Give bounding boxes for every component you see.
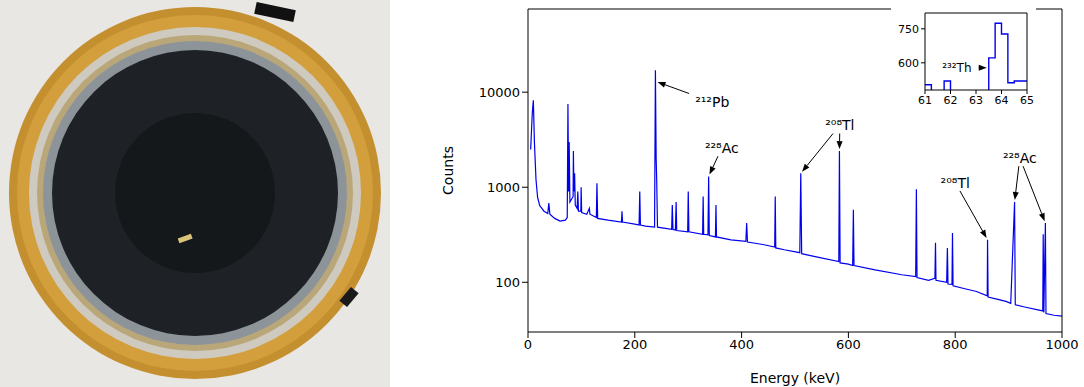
svg-text:²²⁸Ac: ²²⁸Ac bbox=[705, 140, 739, 156]
svg-text:64: 64 bbox=[995, 94, 1009, 107]
svg-text:Energy (keV): Energy (keV) bbox=[750, 370, 840, 386]
svg-text:²¹²Pb: ²¹²Pb bbox=[695, 94, 729, 110]
svg-text:10000: 10000 bbox=[479, 85, 520, 100]
svg-text:200: 200 bbox=[622, 337, 647, 352]
svg-text:400: 400 bbox=[729, 337, 754, 352]
svg-text:1000: 1000 bbox=[487, 180, 520, 195]
svg-text:²⁰⁸Tl: ²⁰⁸Tl bbox=[825, 117, 854, 133]
svg-text:1000: 1000 bbox=[1045, 337, 1078, 352]
svg-text:750: 750 bbox=[898, 23, 919, 36]
svg-text:Counts: Counts bbox=[440, 146, 456, 195]
svg-text:63: 63 bbox=[969, 94, 983, 107]
svg-text:²³²Th: ²³²Th bbox=[942, 61, 971, 75]
svg-text:62: 62 bbox=[944, 94, 958, 107]
svg-text:0: 0 bbox=[524, 337, 532, 352]
svg-text:61: 61 bbox=[918, 94, 932, 107]
svg-text:600: 600 bbox=[836, 337, 861, 352]
svg-text:²⁰⁸Tl: ²⁰⁸Tl bbox=[941, 175, 970, 191]
svg-text:100: 100 bbox=[495, 275, 520, 290]
svg-text:600: 600 bbox=[898, 57, 919, 70]
svg-text:²²⁸Ac: ²²⁸Ac bbox=[1003, 150, 1037, 166]
svg-text:800: 800 bbox=[943, 337, 968, 352]
svg-text:65: 65 bbox=[1020, 94, 1034, 107]
